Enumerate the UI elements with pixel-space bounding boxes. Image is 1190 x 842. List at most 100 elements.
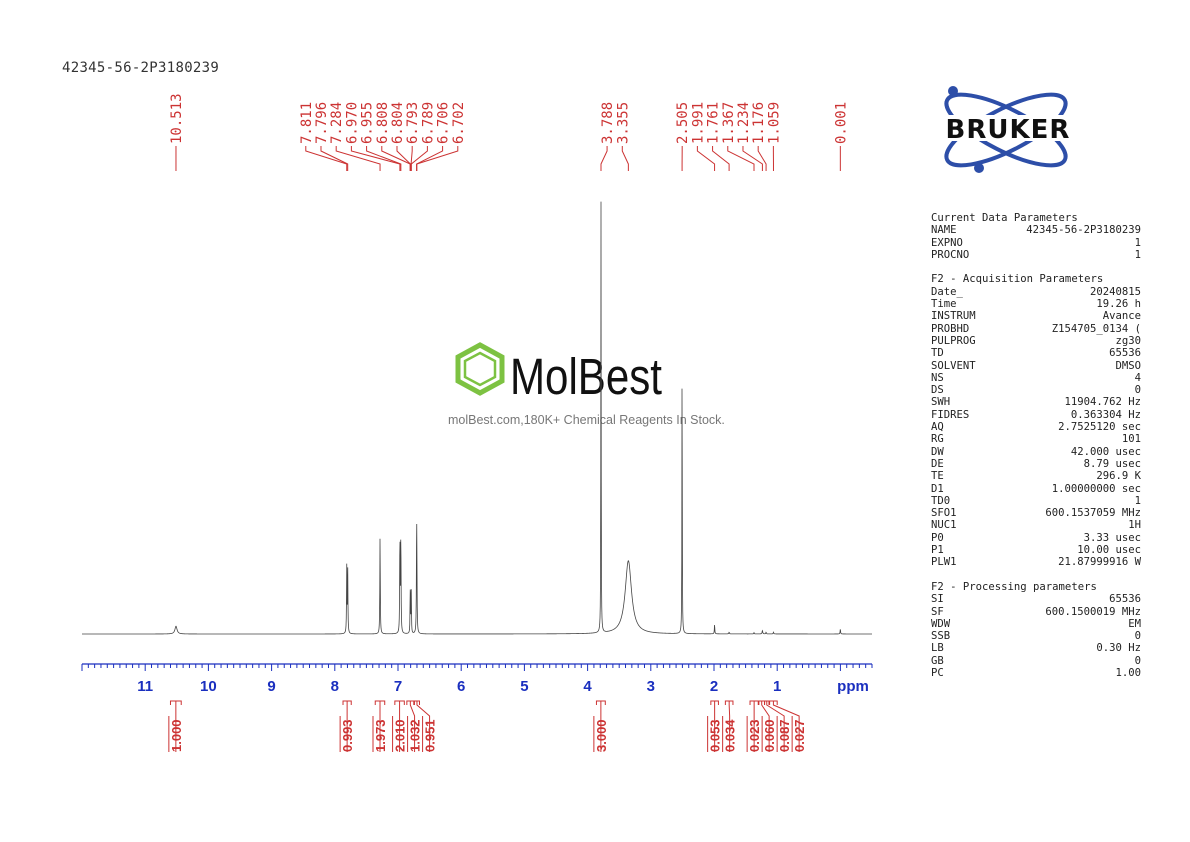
- param-value: 0.30 Hz: [1096, 642, 1141, 655]
- param-key: LB: [931, 642, 944, 655]
- param-row: SF 600.1500019 MHz: [931, 606, 1141, 618]
- param-value: Z154705_0134 (: [1051, 322, 1141, 335]
- param-value: 20240815: [1089, 285, 1141, 298]
- param-value: 0: [1134, 630, 1141, 643]
- param-row: NUC1 1H: [931, 519, 1141, 531]
- integral-value: 0.087: [777, 719, 792, 752]
- param-value: 42.000 usec: [1070, 445, 1141, 458]
- integral-value: 0.034: [723, 719, 738, 752]
- param-section-title: F2 - Acquisition Parameters: [931, 273, 1104, 286]
- peak-label: 6.808: [375, 102, 391, 144]
- param-key: NAME: [931, 224, 957, 237]
- tick-label: 11: [137, 678, 153, 695]
- sample-id: 42345-56-2P3180239: [62, 60, 220, 76]
- integral-value: 0.060: [762, 719, 777, 752]
- param-row: LB 0.30 Hz: [931, 642, 1141, 654]
- peak-label: 3.788: [600, 102, 616, 144]
- param-row: P1 10.00 usec: [931, 544, 1141, 556]
- peak-label: 6.706: [436, 102, 452, 144]
- param-key: PC: [931, 666, 944, 679]
- param-value: 600.1500019 MHz: [1045, 605, 1141, 618]
- param-value: 11904.762 Hz: [1064, 396, 1141, 409]
- param-row: SWH 11904.762 Hz: [931, 396, 1141, 408]
- param-value: 1: [1134, 494, 1141, 507]
- param-row: SI 65536: [931, 593, 1141, 605]
- param-key: Time: [931, 298, 957, 311]
- peak-connector: [416, 146, 444, 171]
- param-value: 1.00000000 sec: [1051, 482, 1141, 495]
- integral-value: 2.010: [393, 719, 408, 752]
- peak-label: 10.513: [169, 93, 185, 144]
- param-value: 3.33 usec: [1083, 531, 1141, 544]
- integral-value: 0.951: [423, 719, 438, 752]
- tick-label: 2: [710, 678, 718, 695]
- param-key: PROBHD: [931, 322, 970, 335]
- param-value: 65536: [1109, 593, 1141, 606]
- peak-label: 1.059: [766, 102, 782, 144]
- peak-connector: [305, 146, 348, 171]
- param-value: 101: [1121, 433, 1141, 446]
- param-value: 4: [1134, 371, 1141, 384]
- param-section-title: Current Data Parameters: [931, 212, 1078, 224]
- param-value: Avance: [1102, 310, 1141, 323]
- integral-connector: [416, 701, 431, 752]
- param-key: NUC1: [931, 519, 957, 532]
- param-row: DS 0: [931, 384, 1141, 396]
- peak-connector: [727, 146, 755, 171]
- param-value: 8.79 usec: [1083, 457, 1141, 470]
- param-value: 600.1537059 MHz: [1045, 507, 1141, 520]
- param-row: AQ 2.7525120 sec: [931, 421, 1141, 433]
- param-value: 19.26 h: [1096, 298, 1141, 311]
- param-value: zg30: [1115, 334, 1141, 347]
- param-value: 296.9 K: [1096, 470, 1141, 483]
- integral-connector: [766, 701, 785, 752]
- param-key: RG: [931, 433, 944, 446]
- peak-connector: [350, 146, 401, 171]
- param-key: PLW1: [931, 556, 957, 569]
- param-value: 1: [1134, 236, 1141, 249]
- acquisition-parameters-panel: Current Data Parameters NAME 42345-56-2P31…: [931, 212, 1141, 679]
- peak-label: 6.804: [390, 102, 406, 144]
- peak-connector: [366, 146, 402, 171]
- param-row: TD 65536: [931, 347, 1141, 359]
- peak-connector: [416, 146, 459, 171]
- param-value: 1.00: [1115, 666, 1141, 679]
- tick-label: 5: [520, 678, 528, 695]
- peak-label: 1.234: [736, 102, 752, 144]
- integral-value: 1.000: [169, 719, 184, 752]
- tick-label: 6: [457, 678, 465, 695]
- param-value: 0.363304 Hz: [1070, 408, 1141, 421]
- param-row: FIDRES 0.363304 Hz: [931, 409, 1141, 421]
- param-value: 21.87999916 W: [1058, 556, 1141, 569]
- integral-group: 1.000 0.993 1.973 2.010 1.032 0.951 3.000 0.053…: [168, 700, 807, 752]
- axis-unit-label: ppm: [837, 678, 869, 695]
- integral-connector: [761, 701, 770, 752]
- peak-label: 6.793: [405, 102, 421, 144]
- molbest-logo: MolBest: [455, 342, 662, 400]
- param-row: EXPNO 1: [931, 237, 1141, 249]
- param-row: PROCNO 1: [931, 249, 1141, 261]
- param-key: TD: [931, 347, 944, 360]
- param-key: GB: [931, 654, 944, 667]
- param-row: NAME 42345-56-2P3180239: [931, 224, 1141, 236]
- param-key: NS: [931, 371, 944, 384]
- param-key: D1: [931, 482, 944, 495]
- peak-label: 3.355: [615, 102, 631, 144]
- peak-label: 7.811: [299, 102, 315, 144]
- param-row: TD0 1: [931, 495, 1141, 507]
- param-value: 65536: [1109, 347, 1141, 360]
- peak-label: 0.001: [833, 102, 849, 144]
- param-value: 0: [1134, 654, 1141, 667]
- param-value: 2.7525120 sec: [1058, 421, 1141, 434]
- peak-label: 6.955: [360, 102, 376, 144]
- peak-label: 1.367: [721, 102, 737, 144]
- param-row: Date_ 20240815: [931, 286, 1141, 298]
- param-value: EM: [1128, 617, 1141, 630]
- param-value: 10.00 usec: [1077, 544, 1141, 557]
- param-key: FIDRES: [931, 408, 970, 421]
- param-section-title: F2 - Processing parameters: [931, 580, 1097, 593]
- watermark-tagline: molBest.com,180K+ Chemical Reagents In S…: [448, 413, 725, 427]
- peak-label: 7.796: [314, 102, 330, 144]
- peak-connector: [621, 146, 629, 171]
- param-key: WDW: [931, 617, 951, 630]
